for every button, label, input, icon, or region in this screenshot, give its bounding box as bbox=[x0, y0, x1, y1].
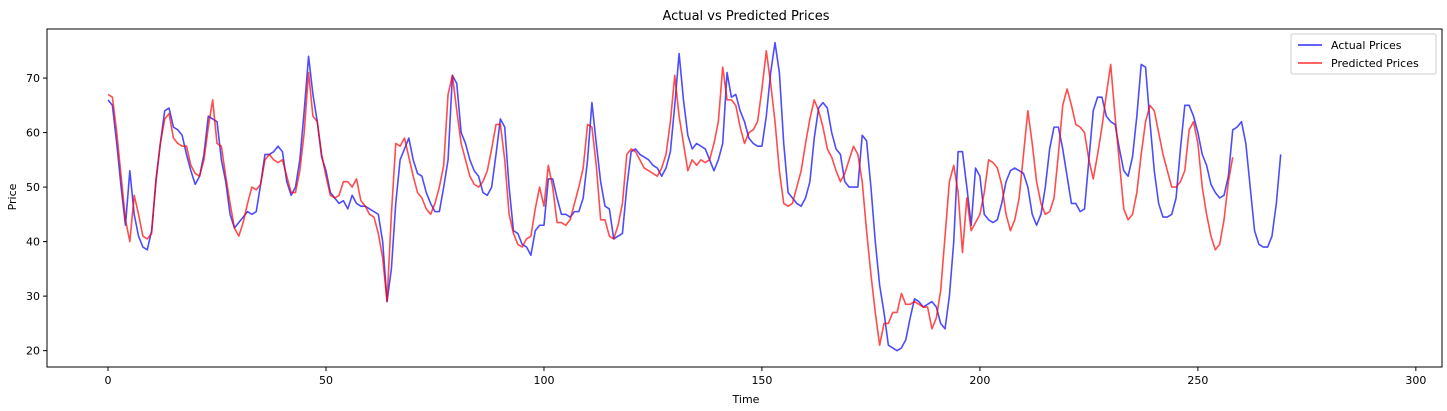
x-tick-label: 300 bbox=[1405, 374, 1426, 387]
plot-frame bbox=[46, 28, 1443, 368]
x-axis-label: Time bbox=[732, 393, 760, 406]
legend-box bbox=[1290, 33, 1437, 75]
y-tick-label: 30 bbox=[26, 290, 40, 303]
chart-title: Actual vs Predicted Prices bbox=[662, 9, 829, 24]
y-tick-label: 50 bbox=[26, 181, 40, 194]
y-axis: 20 30 40 50 60 70 bbox=[26, 72, 47, 358]
x-tick-label: 0 bbox=[105, 374, 112, 387]
legend: Actual Prices Predicted Prices bbox=[1290, 33, 1437, 75]
y-tick-label: 60 bbox=[26, 127, 40, 140]
x-tick-label: 100 bbox=[533, 374, 554, 387]
x-tick-label: 250 bbox=[1187, 374, 1208, 387]
x-tick-label: 150 bbox=[751, 374, 772, 387]
x-axis: 0 50 100 150 200 250 300 bbox=[105, 367, 1426, 387]
y-tick-label: 40 bbox=[26, 236, 40, 249]
series-line-predicted bbox=[107, 50, 1234, 346]
y-tick-label: 20 bbox=[26, 345, 40, 358]
y-axis-label: Price bbox=[6, 183, 19, 210]
series-layer bbox=[107, 41, 1282, 352]
x-tick-label: 200 bbox=[969, 374, 990, 387]
x-tick-label: 50 bbox=[319, 374, 333, 387]
legend-label: Predicted Prices bbox=[1331, 57, 1419, 70]
series-line-actual bbox=[107, 41, 1282, 352]
legend-label: Actual Prices bbox=[1331, 39, 1402, 52]
y-tick-label: 70 bbox=[26, 72, 40, 85]
